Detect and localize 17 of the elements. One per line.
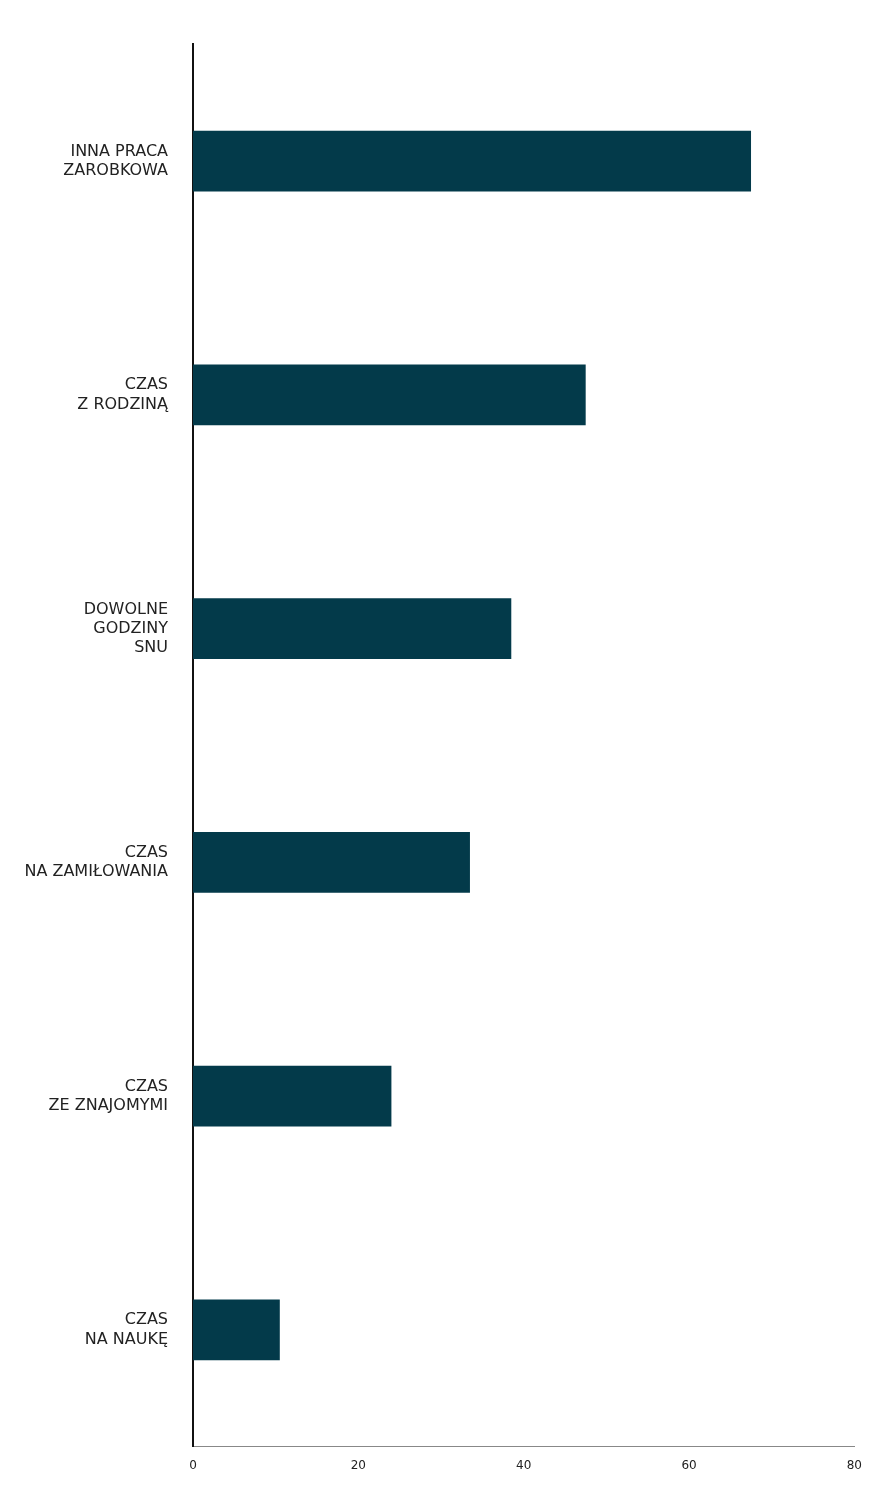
- x-tick-label: 40: [516, 1458, 532, 1473]
- bar: [193, 598, 512, 660]
- x-tick-label: 60: [681, 1458, 697, 1473]
- bar: [193, 1299, 280, 1361]
- x-tick-label: 80: [846, 1458, 863, 1473]
- bar: [193, 831, 470, 893]
- bar: [193, 364, 586, 426]
- y-tick-label: CZAS NA NAUKĘ: [84, 1309, 168, 1348]
- y-tick-label: CZAS NA ZAMIŁOWANIA: [24, 841, 169, 881]
- y-tick-label: INNA PRACA ZAROBKOWA: [63, 140, 169, 179]
- y-tick-label: CZAS Z RODZINĄ: [77, 374, 170, 413]
- y-tick-label: CZAS ZE ZNAJOMYMI: [48, 1075, 168, 1114]
- bar: [193, 130, 752, 192]
- x-tick-label: 0: [189, 1458, 197, 1473]
- bar: [193, 1065, 392, 1127]
- y-tick-label: DOWOLNE GODZINY SNU: [83, 598, 169, 656]
- x-tick-label: 20: [350, 1458, 366, 1473]
